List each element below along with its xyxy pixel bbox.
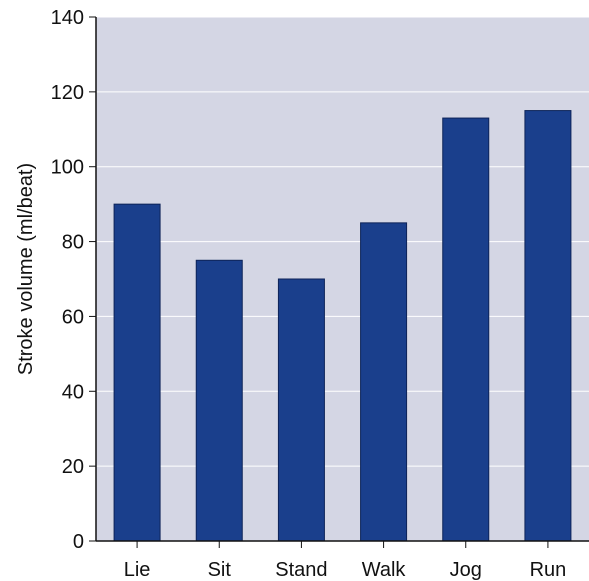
x-tick-labels: Lie Sit Stand Walk Jog Run [124, 559, 567, 581]
y-tick-label: 140 [51, 7, 84, 29]
bar-stand [277, 278, 325, 542]
x-tick-label: Stand [275, 559, 327, 581]
y-tick-label: 80 [62, 232, 84, 254]
x-tick-label: Lie [124, 559, 151, 581]
x-tick-label: Jog [450, 559, 482, 581]
y-tick-labels: 0 20 40 60 80 100 120 140 [51, 7, 84, 553]
y-tick-label: 40 [62, 381, 84, 403]
x-tick-label: Sit [208, 559, 232, 581]
plot-background [96, 17, 589, 541]
y-tick-label: 0 [73, 531, 84, 553]
y-tick-label: 60 [62, 306, 84, 328]
x-tick-label: Walk [362, 559, 407, 581]
y-axis-title: Stroke volume (ml/beat) [15, 163, 37, 375]
axes [89, 16, 589, 548]
bar-sit [195, 259, 243, 542]
y-tick-label: 100 [51, 157, 84, 179]
y-tick-label: 120 [51, 82, 84, 104]
bar-walk [360, 222, 408, 542]
bar-lie [113, 203, 161, 542]
x-tick-label: Run [530, 559, 567, 581]
bar-run [524, 110, 572, 542]
gridlines [96, 16, 589, 467]
bar-jog [442, 117, 490, 542]
y-tick-label: 20 [62, 456, 84, 478]
